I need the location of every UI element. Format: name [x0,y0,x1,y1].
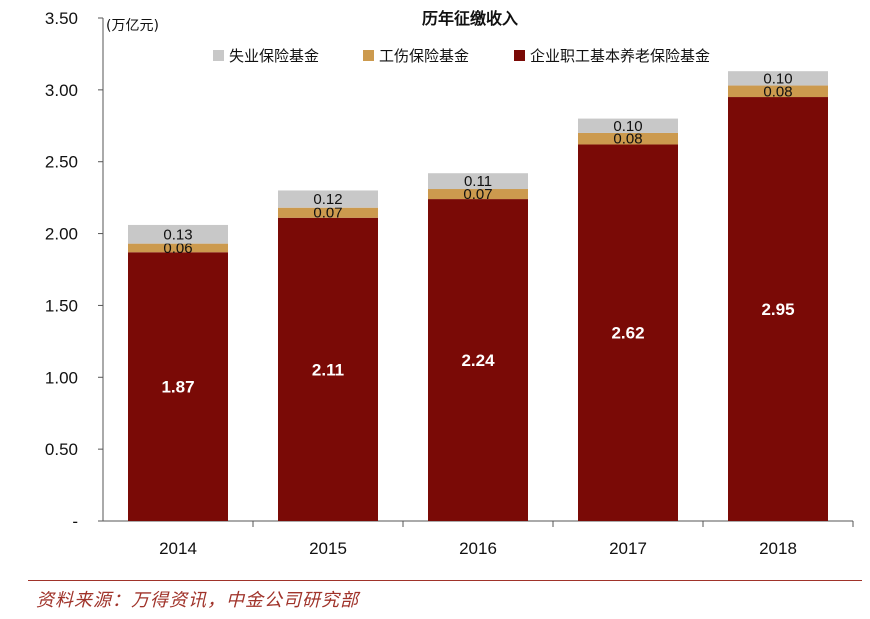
y-tick-label: - [72,512,78,531]
bar-segment [578,118,678,133]
y-tick-label: 2.50 [45,153,78,172]
bar-data-label: 0.13 [163,226,192,243]
stacked-bar-chart: - 0.50 1.00 1.50 2.00 2.50 3.00 3.50 (万亿元) 历年征缴收入… [45,9,854,558]
y-tick-label: 3.50 [45,9,78,28]
bar-data-label: 0.10 [613,118,642,135]
bar-data-label: 0.10 [763,70,792,87]
y-tick-label: 3.00 [45,81,78,100]
bar-data-label: 0.12 [313,191,342,208]
bar-segment [428,173,528,190]
bar-data-label: 2.95 [761,300,794,319]
bar-data-label: 2.11 [312,360,344,379]
bar-data-label: 1.87 [161,378,194,397]
legend-label: 企业职工基本养老保险基金 [530,47,710,65]
bar-segment [578,144,678,521]
legend-swatch [514,50,525,61]
y-tick-label: 2.00 [45,225,78,244]
legend-swatch [363,50,374,61]
bar-data-label: 2.62 [611,324,644,343]
bar-segment [128,252,228,522]
source-divider [28,580,862,581]
chart-title: 历年征缴收入 [422,9,518,28]
y-tick-label: 1.50 [45,296,78,315]
bar-segment [278,217,378,521]
legend-swatch [213,50,224,61]
bar-segment [278,207,378,218]
bar-segment [728,71,828,86]
y-unit-label: (万亿元) [106,18,159,34]
bar-data-label: 0.07 [313,205,342,222]
y-tick-label: 1.00 [45,368,78,387]
chart-canvas: - 0.50 1.00 1.50 2.00 2.50 3.00 3.50 (万亿元) 历年征缴收入… [45,9,854,558]
bar-data-label: 2.24 [461,351,495,370]
bar-data-label: 0.08 [613,131,642,148]
bar-segment [428,199,528,521]
bar-segment [728,97,828,522]
bar-segment [428,189,528,200]
bar-data-label: 0.08 [763,83,792,100]
legend-label: 失业保险基金 [229,47,319,65]
x-tick-label: 2014 [159,539,197,558]
bar-data-label: 0.11 [464,173,492,190]
bar-segment [578,132,678,145]
y-tick-label: 0.50 [45,440,78,459]
x-tick-label: 2018 [759,539,797,558]
x-tick-label: 2016 [459,539,497,558]
bar-segment [728,85,828,98]
bar-segment [128,243,228,253]
source-note: 资料来源：万得资讯，中金公司研究部 [36,590,359,611]
legend-label: 工伤保险基金 [379,47,469,65]
bar-data-label: 0.06 [163,240,192,257]
x-tick-label: 2015 [309,539,347,558]
bar-segment [128,224,228,244]
bar-data-label: 0.07 [463,186,492,203]
bar-segment [278,190,378,208]
x-tick-label: 2017 [609,539,647,558]
